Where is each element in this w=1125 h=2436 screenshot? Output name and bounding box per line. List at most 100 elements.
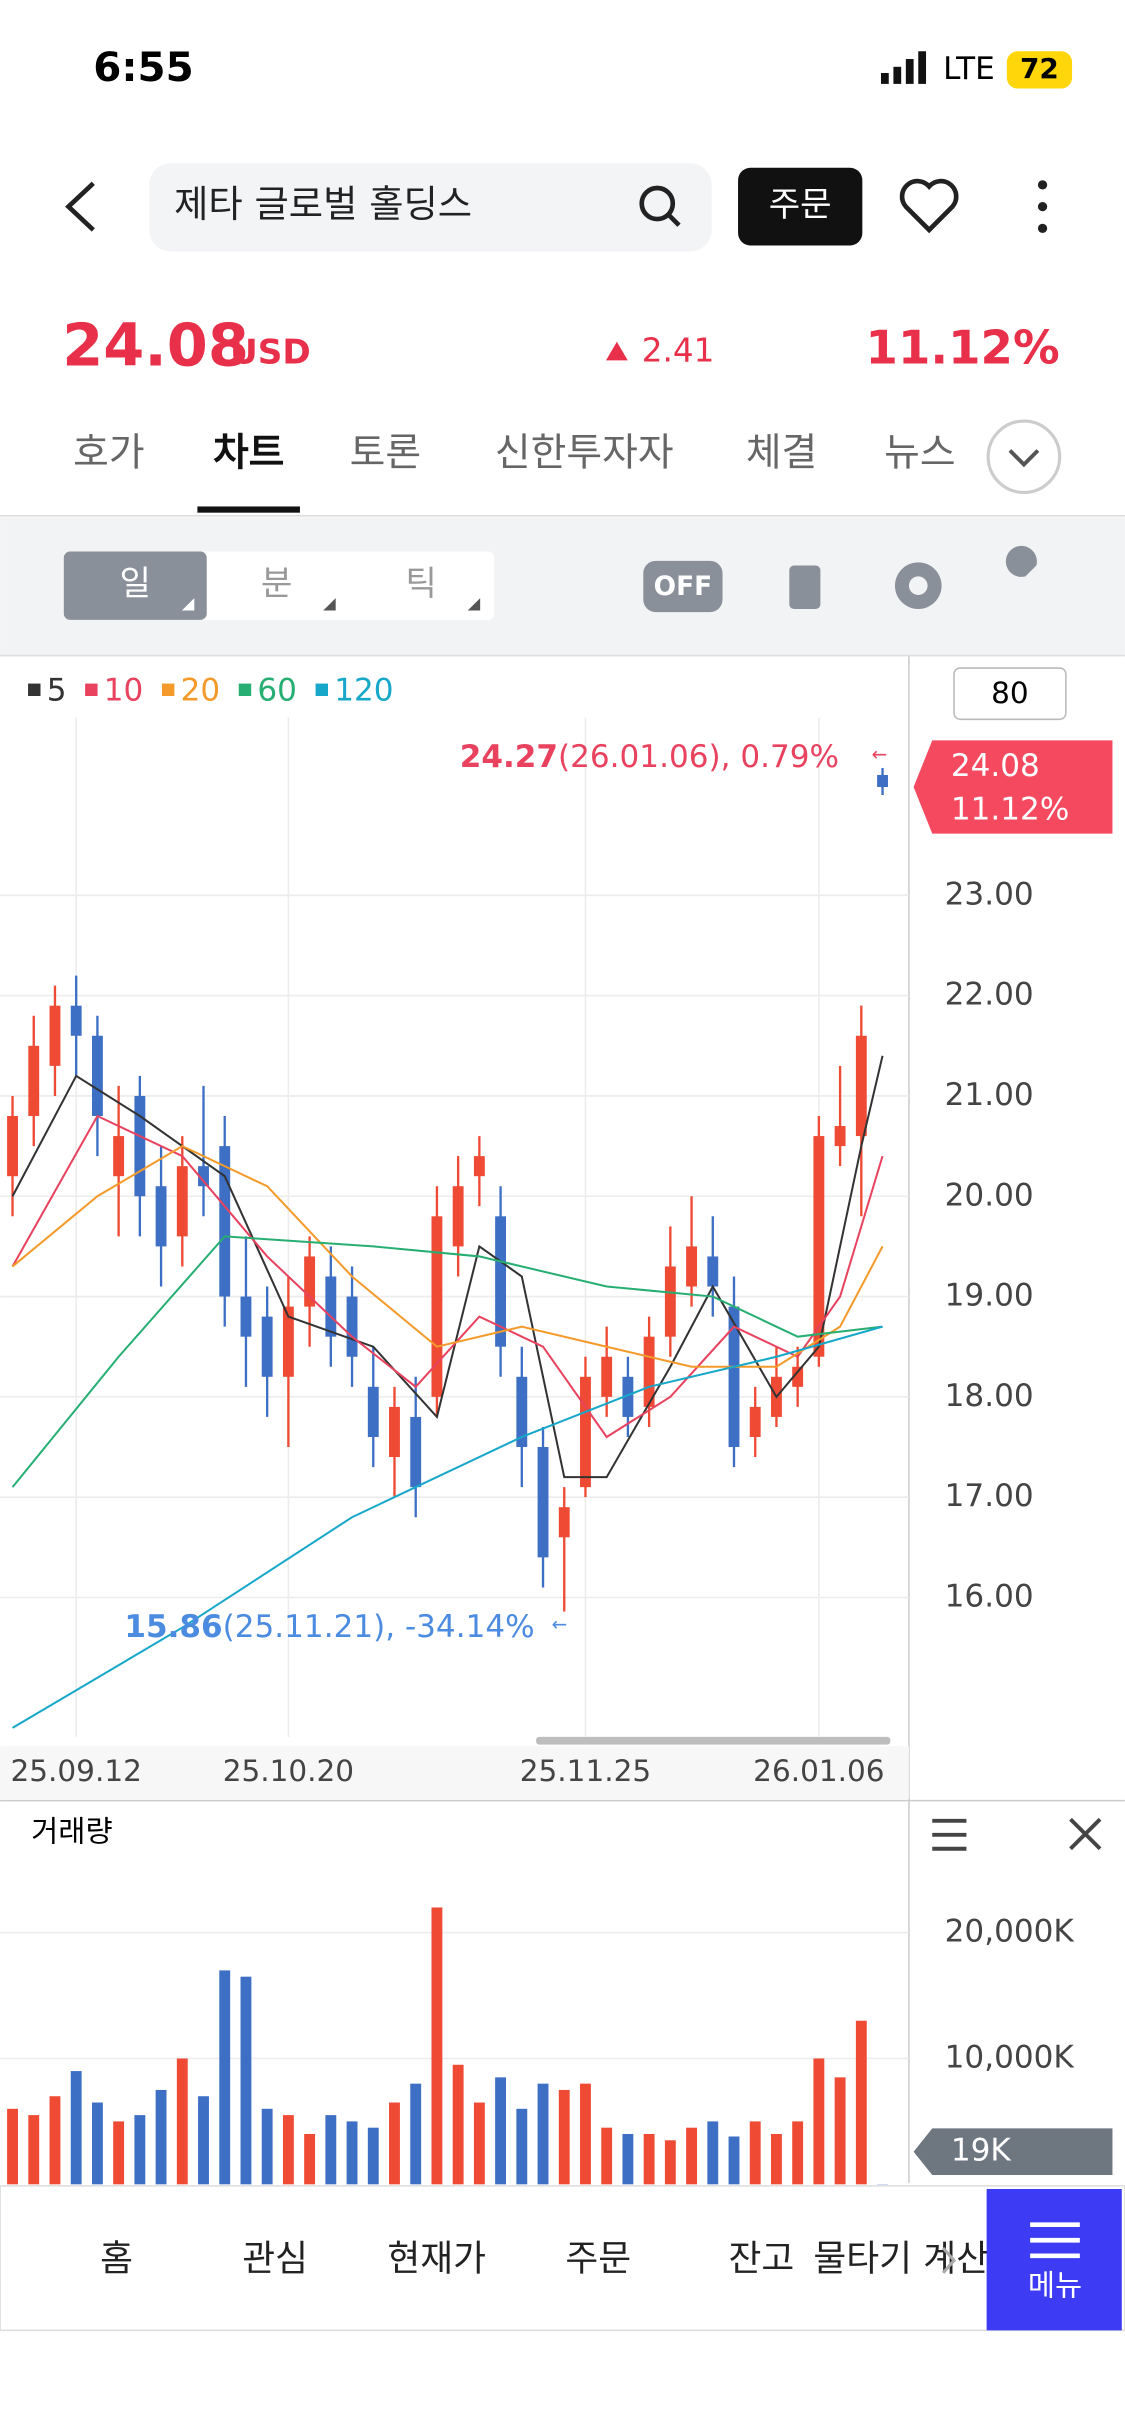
search-icon[interactable] [639, 185, 681, 227]
candle-body [176, 1166, 188, 1237]
signal [880, 51, 927, 84]
legend-swatch [161, 683, 175, 696]
candle-body [49, 1005, 61, 1066]
tab[interactable]: 토론 [350, 431, 421, 476]
volume-tag-label: 19K [951, 2133, 1013, 2169]
volume-bar [325, 2115, 337, 2185]
volume-bar [834, 2077, 846, 2185]
tab[interactable]: 뉴스 [884, 431, 955, 476]
volume-bar [601, 2127, 613, 2185]
search-box[interactable] [149, 163, 712, 252]
candle-body [261, 1316, 273, 1377]
tab[interactable]: 신한투자자 [495, 431, 674, 476]
y-tick-label: 21.00 [945, 1077, 1034, 1113]
candle-body [473, 1156, 485, 1177]
volume-bar [261, 2108, 273, 2185]
volume-bar [495, 2077, 507, 2185]
volume-bar [622, 2133, 634, 2185]
period[interactable]: 일 [120, 564, 151, 604]
candle-body [113, 1136, 125, 1177]
volume-bar [580, 2083, 591, 2185]
battery [1006, 51, 1073, 89]
candle-body [304, 1256, 316, 1307]
legend-swatch [28, 683, 41, 696]
annotation-text: (26.01.06), 0.79% [558, 739, 839, 775]
volume-bar [304, 2133, 316, 2185]
legend-swatch [85, 683, 98, 696]
candle-body [855, 1035, 867, 1137]
candle-body [643, 1336, 655, 1407]
candle-body [707, 1256, 719, 1287]
candle-body [792, 1366, 804, 1387]
tab[interactable]: 호가 [73, 431, 144, 476]
tab-more[interactable] [986, 419, 1062, 495]
y-tick-label: 10,000K [945, 2039, 1076, 2075]
candle-body [877, 774, 888, 788]
order-button[interactable] [738, 167, 863, 246]
volume-bar [389, 2102, 400, 2185]
moving-average [11, 1235, 883, 1488]
volume-bar [473, 2102, 485, 2185]
legend-label: 10 [104, 672, 144, 708]
toolbar-icons[interactable] [789, 545, 1037, 609]
toggle[interactable] [643, 560, 723, 613]
period[interactable]: 분 [261, 564, 292, 604]
favorite[interactable] [899, 178, 959, 234]
volume-bar [176, 2058, 188, 2185]
candle-body [834, 1126, 846, 1147]
corner-mark [323, 598, 336, 611]
candle-body [728, 1306, 740, 1448]
nav-item[interactable]: 주문 [565, 2238, 631, 2279]
candle-body [7, 1116, 18, 1177]
nav-item[interactable]: 잔고 [728, 2238, 794, 2279]
more[interactable] [1037, 180, 1048, 234]
volume-tag [913, 2128, 1113, 2175]
tab[interactable]: 체결 [746, 431, 817, 476]
volume-bar [134, 2115, 146, 2185]
candle-body [198, 1166, 209, 1187]
annotation-value: 15.86 [124, 1609, 222, 1645]
nav-item[interactable]: 홈 [100, 2238, 133, 2279]
nav-item[interactable]: 물타기 계산 [813, 2238, 989, 2279]
scrollbar[interactable] [536, 1736, 891, 1745]
tabs: 호가 차트 토론 신한투자자 체결 뉴스 [73, 431, 955, 476]
volume-bar [452, 2064, 464, 2185]
count: 80 [991, 676, 1029, 710]
period[interactable]: 틱 [405, 564, 436, 604]
nav-more[interactable] [941, 2246, 957, 2274]
candle-body [389, 1406, 400, 1458]
price-tag [913, 740, 1113, 834]
x-tick-label: 26.01.06 [753, 1754, 884, 1788]
legend-label: 60 [257, 672, 297, 708]
corner-mark [467, 598, 481, 611]
y-tick-label: 23.00 [945, 876, 1034, 912]
nav-item[interactable]: 현재가 [387, 2238, 486, 2279]
menu-button[interactable] [986, 2188, 1122, 2331]
nav-item[interactable]: 관심 [242, 2238, 308, 2279]
moving-average [12, 1325, 883, 1729]
legend-swatch [315, 683, 329, 696]
tab[interactable]: 차트 [213, 431, 284, 476]
y-tick-label: 19.00 [945, 1278, 1034, 1314]
candle-body [134, 1095, 146, 1197]
legend-label: 20 [181, 672, 221, 708]
volume-icons[interactable] [932, 1817, 1102, 1851]
change: 2.41 [642, 332, 715, 370]
volume-bar [28, 2115, 40, 2185]
volume-bar [686, 2127, 697, 2185]
price: 24.08 [62, 311, 249, 380]
period-active[interactable] [63, 551, 207, 620]
up-triangle [606, 341, 628, 361]
candle-body [664, 1266, 676, 1337]
annotation-value: 24.27 [460, 739, 558, 775]
candle-body [516, 1376, 528, 1448]
order-label: 주문 [769, 185, 832, 225]
back[interactable] [65, 181, 95, 232]
volume-bar [240, 1976, 252, 2185]
date-band [0, 1746, 909, 1800]
plot: 16.00 17.00 18.00 19.00 20.00 21.00 22.00 23.00… [0, 672, 1113, 2185]
volume-bar [346, 2121, 358, 2185]
count-box[interactable] [953, 667, 1067, 721]
